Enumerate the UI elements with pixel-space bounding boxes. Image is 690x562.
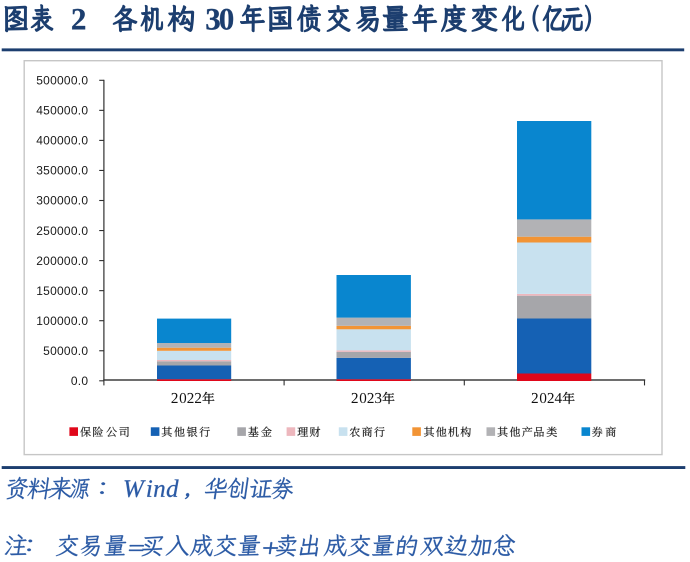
svg-text:450000.0: 450000.0 xyxy=(36,104,88,118)
svg-text:150000.0: 150000.0 xyxy=(36,284,88,298)
svg-text:300000.0: 300000.0 xyxy=(36,194,88,208)
svg-text:100000.0: 100000.0 xyxy=(36,314,88,328)
svg-text:500000.0: 500000.0 xyxy=(36,74,88,88)
svg-text:400000.0: 400000.0 xyxy=(36,134,88,148)
svg-text:350000.0: 350000.0 xyxy=(36,164,88,178)
svg-text:50000.0: 50000.0 xyxy=(43,344,88,358)
svg-text:250000.0: 250000.0 xyxy=(36,224,88,238)
svg-text:0.0: 0.0 xyxy=(71,374,89,388)
svg-text:200000.0: 200000.0 xyxy=(36,254,88,268)
